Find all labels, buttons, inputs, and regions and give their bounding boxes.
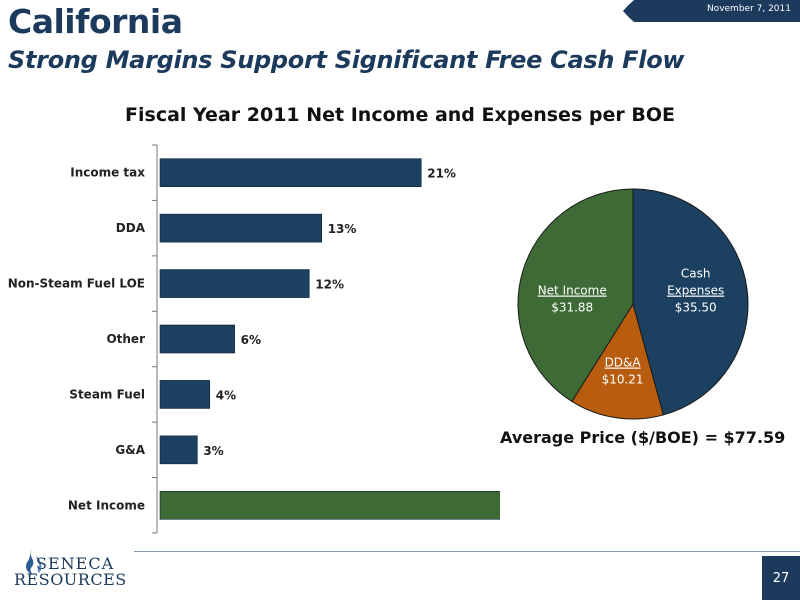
- slice-label-cash-expenses: Cash: [681, 267, 711, 281]
- bar-dda: [159, 213, 323, 243]
- slice-label-dd-a: DD&A: [605, 356, 642, 370]
- category-label-income-tax: Income tax: [70, 166, 145, 180]
- category-label-dda: DDA: [116, 221, 146, 235]
- value-label-steam-fuel: 4%: [216, 388, 236, 402]
- logo-text-seneca: SENECA: [36, 554, 115, 573]
- category-label-net-income: Net Income: [68, 498, 145, 512]
- chart-title: Fiscal Year 2011 Net Income and Expenses…: [125, 104, 675, 126]
- bar-group-income-tax: Income tax 21%: [70, 158, 456, 188]
- slice-group-net-income: Net Income $31.88: [517, 188, 634, 403]
- slice-value-dd-a: $10.21: [602, 373, 644, 387]
- date-tab: November 7, 2011: [620, 0, 800, 22]
- pie-chart: Cash Expenses $35.50 DD&A $10.21 Net Income $3…: [517, 188, 749, 420]
- value-label-dda: 13%: [328, 222, 357, 236]
- slice-group-dd-a: DD&A $10.21: [571, 302, 664, 420]
- value-label-other: 6%: [241, 333, 261, 347]
- bar-group-other: Other 6%: [106, 324, 261, 354]
- pie-slice-dd-a: [571, 302, 664, 420]
- bar-non-steam-fuel-loe: [159, 269, 310, 298]
- bar-group-steam-fuel: Steam Fuel 4%: [69, 380, 236, 409]
- value-label-non-steam-fuel-loe: 12%: [315, 278, 344, 292]
- slice-value-net-income: $31.88: [551, 301, 593, 315]
- slice-value-cash-expenses: $35.50: [675, 301, 717, 315]
- slice-label-cash-expenses: Expenses: [667, 284, 724, 298]
- bar-group-dda: DDA 13%: [116, 213, 357, 243]
- bar-income-tax: [159, 158, 422, 188]
- footer-divider: [134, 551, 800, 552]
- average-price-annotation: Average Price ($/BOE) = $77.59: [500, 428, 786, 447]
- slide-subtitle: Strong Margins Support Significant Free …: [8, 46, 685, 74]
- bar-chart: Income tax 21% DDA 13% Non-Steam Fuel LOE 12%…: [8, 144, 500, 534]
- flame-icon: [26, 550, 42, 575]
- bar-steam-fuel: [159, 380, 211, 409]
- date-tab-shape: [620, 0, 800, 22]
- bar-net-income: [159, 490, 500, 520]
- slide-date: November 7, 2011: [706, 4, 791, 14]
- bar-group-g-a: G&A 3%: [115, 435, 224, 465]
- bar-g-a: [159, 435, 198, 465]
- logo-text-resources: RESOURCES: [14, 570, 127, 589]
- category-label-non-steam-fuel-loe: Non-Steam Fuel LOE: [8, 277, 145, 291]
- slice-label-net-income: Net Income: [538, 284, 607, 298]
- slide-title: California: [8, 2, 183, 41]
- bar-group-non-steam-fuel-loe: Non-Steam Fuel LOE 12%: [8, 269, 344, 298]
- value-label-income-tax: 21%: [427, 167, 456, 181]
- category-label-other: Other: [106, 332, 145, 346]
- category-label-g-a: G&A: [115, 443, 145, 457]
- bar-group-net-income: Net Income41%: [68, 490, 500, 520]
- category-label-steam-fuel: Steam Fuel: [69, 387, 145, 401]
- slice-group-cash-expenses: Cash Expenses $35.50: [632, 188, 749, 416]
- pie-slice-net-income: [517, 188, 634, 403]
- pie-slice-cash-expenses: [632, 188, 749, 416]
- value-label-g-a: 3%: [203, 444, 223, 458]
- seneca-logo: SENECA RESOURCES: [14, 548, 127, 596]
- page-number: 27: [762, 556, 800, 600]
- bar-other: [159, 324, 235, 354]
